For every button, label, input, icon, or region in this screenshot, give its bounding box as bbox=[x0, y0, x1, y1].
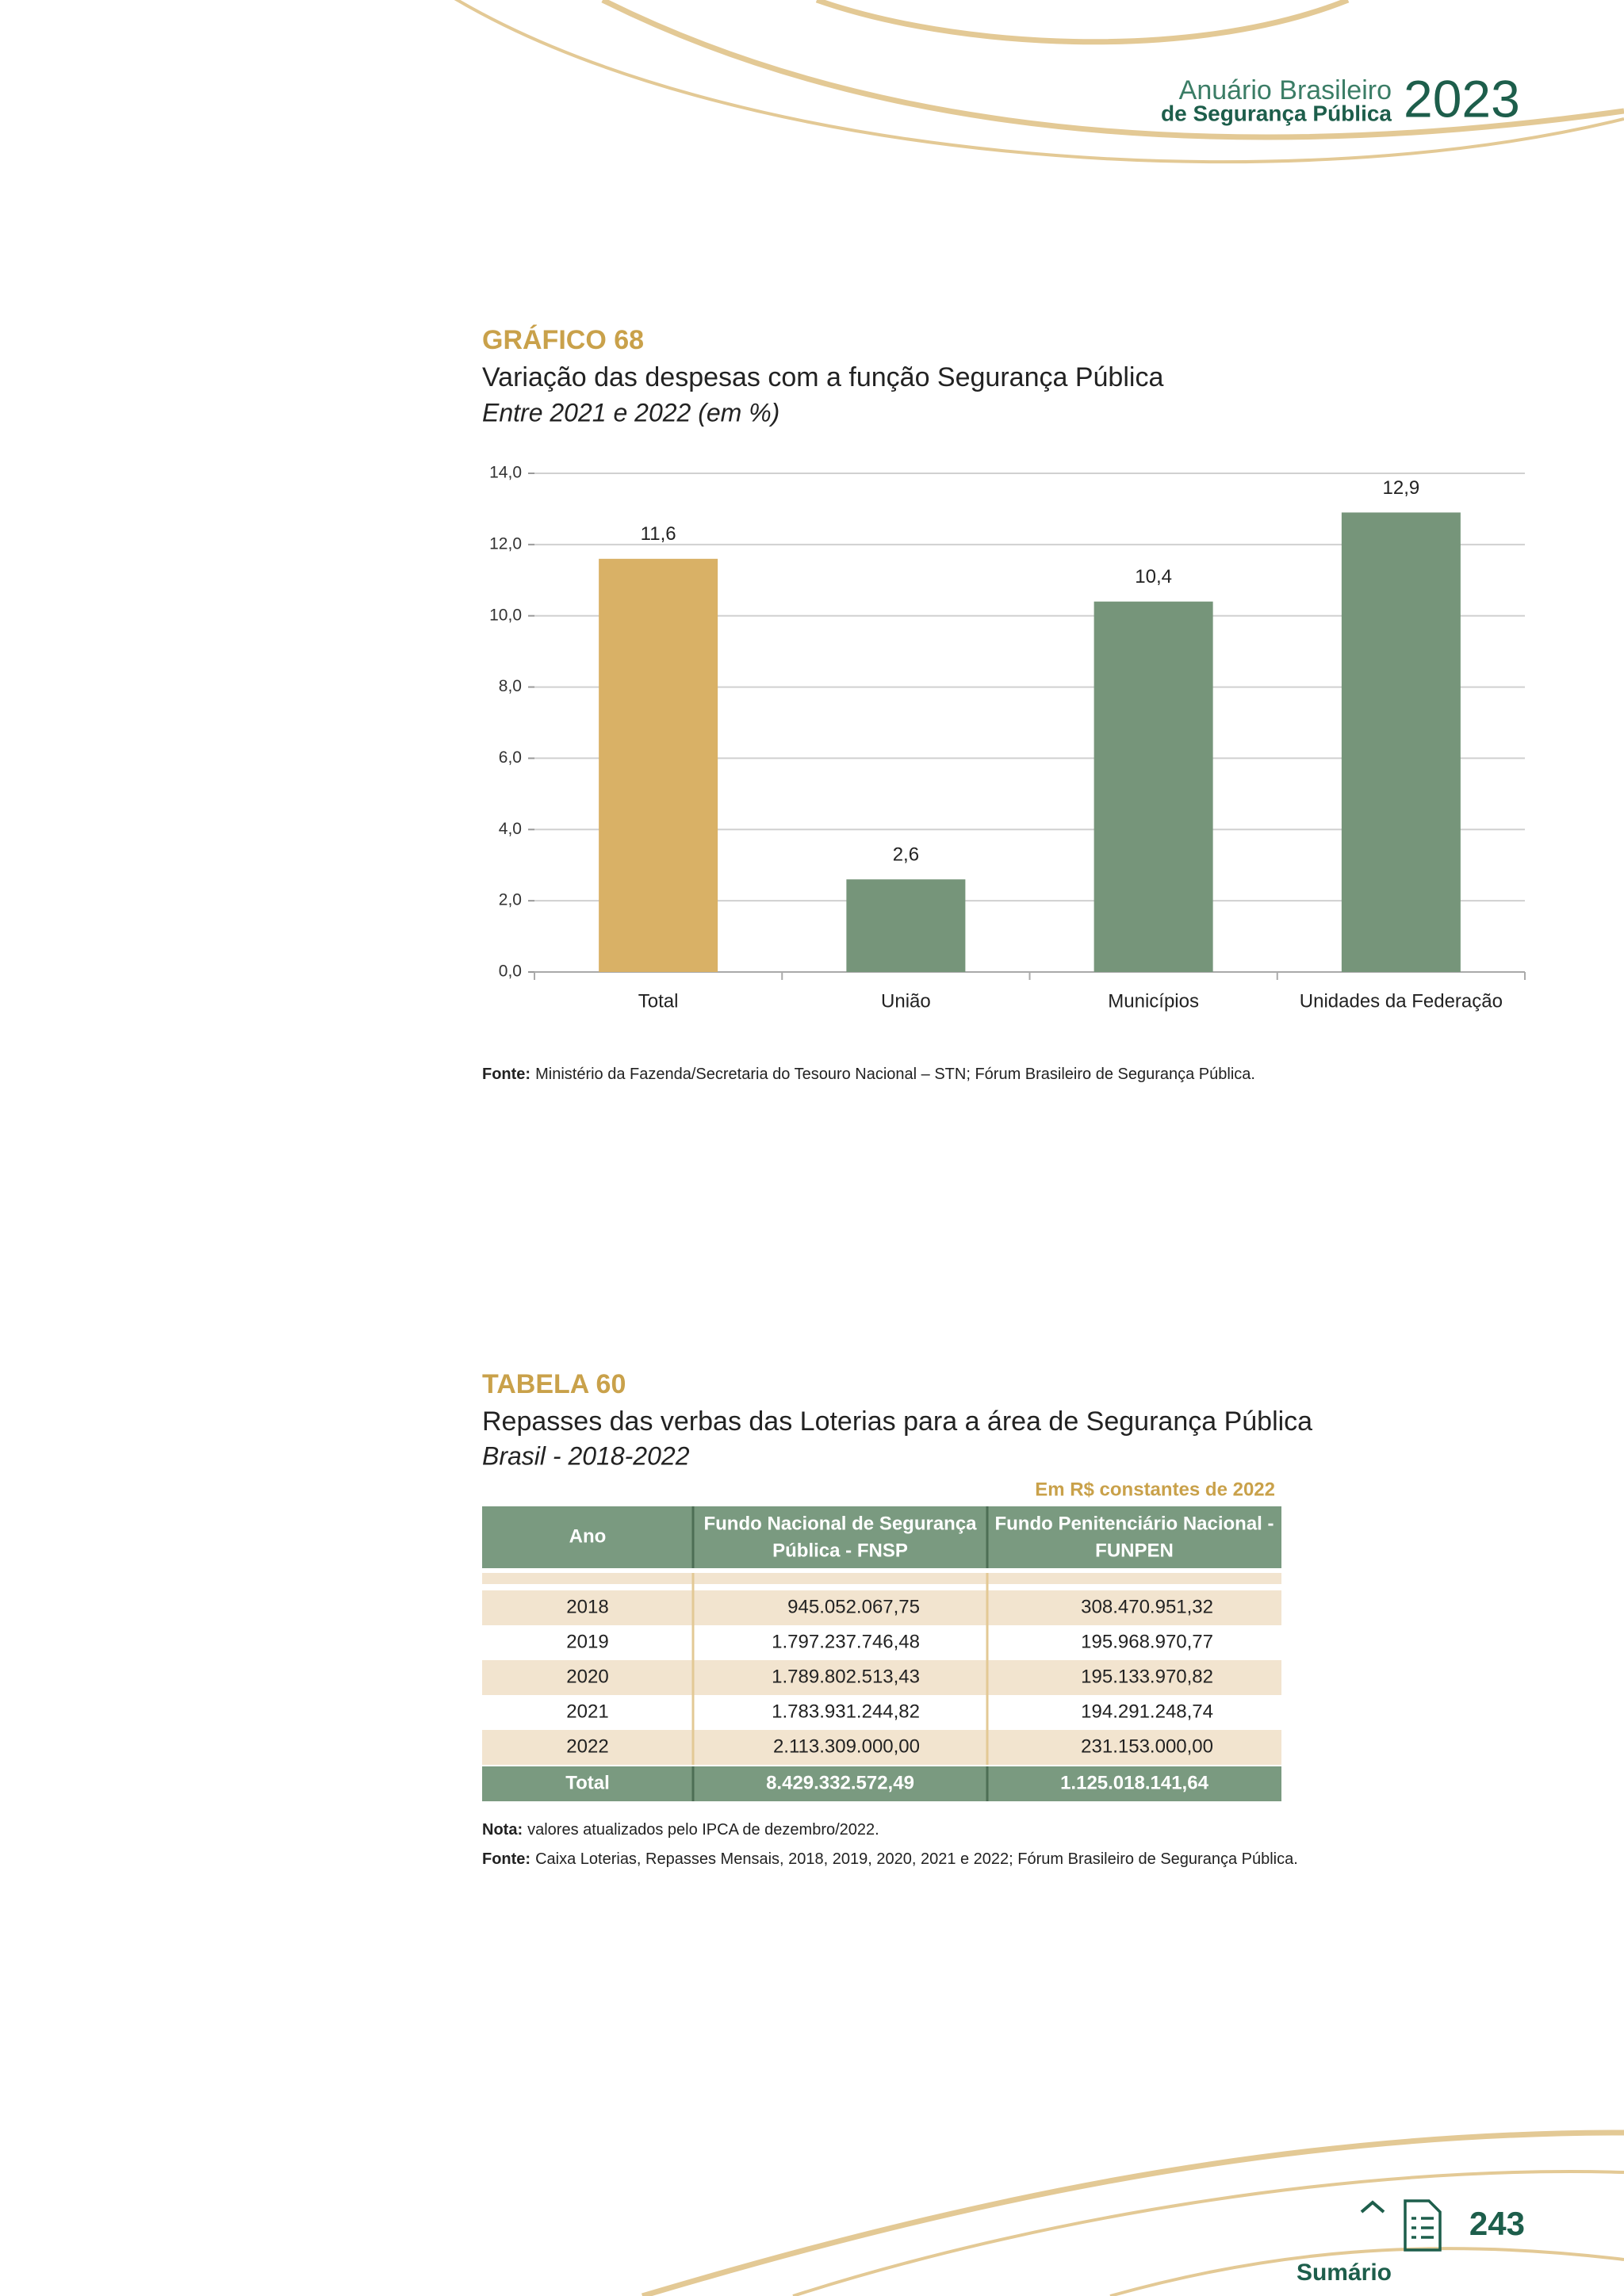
cell-value: 1.783.931.244,82 bbox=[772, 1701, 920, 1722]
curve bbox=[601, 0, 1624, 140]
x-tick-label: União bbox=[881, 990, 931, 1012]
source-text: Ministério da Fazenda/Secretaria do Teso… bbox=[535, 1066, 1255, 1083]
total-label: Total bbox=[565, 1772, 610, 1793]
x-tick-label: Total bbox=[638, 990, 679, 1012]
source-label: Fonte: bbox=[482, 1850, 530, 1868]
note-text: valores atualizados pelo IPCA de dezembr… bbox=[527, 1821, 879, 1839]
chart-source: Fonte: Ministério da Fazenda/Secretaria d… bbox=[482, 1066, 1255, 1083]
x-tick-label: Municípios bbox=[1108, 990, 1199, 1012]
cell-value: 195.133.970,82 bbox=[1081, 1666, 1213, 1687]
table-unit: Em R$ constantes de 2022 bbox=[1035, 1479, 1275, 1500]
bar bbox=[599, 558, 718, 972]
bar bbox=[1341, 512, 1461, 972]
y-tick-label: 0,0 bbox=[499, 962, 522, 981]
cell-year: 2022 bbox=[566, 1735, 608, 1757]
bar bbox=[846, 879, 966, 972]
table-gap-band bbox=[482, 1573, 1281, 1584]
column-header: Fundo Nacional de Segurança bbox=[703, 1513, 977, 1534]
summary-icon[interactable] bbox=[1404, 2199, 1442, 2252]
source-label: Fonte: bbox=[482, 1066, 530, 1083]
cell-year: 2021 bbox=[566, 1701, 608, 1722]
cell-value: 2.113.309.000,00 bbox=[773, 1735, 920, 1757]
total-value: 1.125.018.141,64 bbox=[1060, 1772, 1208, 1793]
summary-link[interactable]: Sumário bbox=[1297, 2260, 1392, 2286]
y-tick-label: 8,0 bbox=[499, 677, 522, 695]
cell-value: 231.153.000,00 bbox=[1081, 1735, 1213, 1757]
cell-value: 308.470.951,32 bbox=[1081, 1596, 1213, 1617]
cell-year: 2019 bbox=[566, 1631, 608, 1652]
data-label: 2,6 bbox=[893, 844, 919, 866]
data-label: 12,9 bbox=[1383, 477, 1420, 499]
row-band bbox=[482, 1590, 1281, 1625]
table-header-bg bbox=[482, 1506, 1281, 1568]
table-subtitle: Brasil - 2018-2022 bbox=[482, 1441, 690, 1470]
header-line2: de Segurança Pública bbox=[1161, 101, 1392, 125]
cell-year: 2020 bbox=[566, 1666, 608, 1687]
column-header: FUNPEN bbox=[1095, 1540, 1174, 1561]
bar bbox=[1094, 601, 1213, 972]
table-title: Repasses das verbas das Loterias para a … bbox=[482, 1406, 1312, 1437]
chart-label: GRÁFICO 68 bbox=[482, 325, 644, 355]
y-tick-label: 10,0 bbox=[489, 606, 522, 624]
column-header: Fundo Penitenciário Nacional - bbox=[994, 1513, 1274, 1534]
row-band bbox=[482, 1660, 1281, 1695]
curve bbox=[815, 0, 1350, 45]
table-note: Nota: valores atualizados pelo IPCA de de… bbox=[482, 1821, 879, 1839]
cell-value: 1.797.237.746,48 bbox=[772, 1631, 920, 1652]
total-value: 8.429.332.572,49 bbox=[766, 1772, 914, 1793]
y-tick-label: 14,0 bbox=[489, 464, 522, 482]
note-label: Nota: bbox=[482, 1821, 523, 1839]
chart-subtitle: Entre 2021 e 2022 (em %) bbox=[482, 398, 779, 427]
cell-value: 1.789.802.513,43 bbox=[772, 1666, 920, 1687]
source-text: Caixa Loterias, Repasses Mensais, 2018, … bbox=[535, 1850, 1298, 1868]
table-label: TABELA 60 bbox=[482, 1369, 626, 1399]
page-number: 243 bbox=[1469, 2205, 1525, 2242]
y-tick-label: 12,0 bbox=[489, 534, 522, 553]
header-line1: Anuário Brasileiro bbox=[1179, 75, 1392, 105]
cell-value: 194.291.248,74 bbox=[1081, 1701, 1213, 1722]
header-year: 2023 bbox=[1404, 69, 1520, 128]
data-label: 10,4 bbox=[1135, 566, 1172, 587]
column-header: Pública - FNSP bbox=[772, 1540, 908, 1561]
cell-value: 195.968.970,77 bbox=[1081, 1631, 1213, 1652]
y-tick-label: 4,0 bbox=[499, 820, 522, 838]
decor-bottom bbox=[642, 2130, 1624, 2296]
curve bbox=[792, 2170, 1624, 2296]
curve bbox=[1109, 2247, 1624, 2296]
x-tick-label: Unidades da Federação bbox=[1300, 990, 1503, 1012]
decor-top bbox=[454, 0, 1624, 164]
total-row-bg bbox=[482, 1766, 1281, 1801]
chart-title: Variação das despesas com a função Segur… bbox=[482, 362, 1163, 392]
curve bbox=[454, 0, 1624, 164]
y-tick-label: 6,0 bbox=[499, 748, 522, 767]
up-arrow-icon[interactable] bbox=[1360, 2200, 1385, 2214]
table-source: Fonte: Caixa Loterias, Repasses Mensais, … bbox=[482, 1850, 1298, 1868]
data-label: 11,6 bbox=[641, 523, 676, 545]
y-tick-label: 2,0 bbox=[499, 891, 522, 909]
column-header: Ano bbox=[569, 1525, 607, 1547]
cell-value: 945.052.067,75 bbox=[787, 1596, 920, 1617]
cell-year: 2018 bbox=[566, 1596, 608, 1617]
row-band bbox=[482, 1730, 1281, 1765]
curve bbox=[642, 2130, 1624, 2296]
